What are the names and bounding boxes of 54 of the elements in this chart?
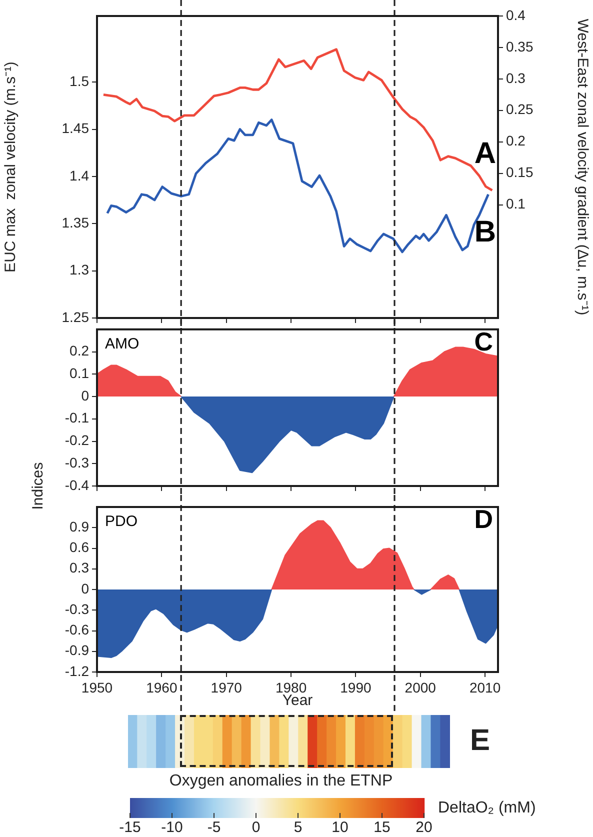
x-tick-label: 2000 xyxy=(404,679,436,696)
text: Oxygen anomalies in the ETNP xyxy=(169,772,393,790)
y2-axis-title: West-East zonal velocity gradient (Δu, m.s⁻¹) xyxy=(574,18,591,316)
y-tick-label: 0.3 xyxy=(70,560,90,576)
annotation: B xyxy=(474,216,496,249)
y2-tick-label: 0.3 xyxy=(506,70,526,86)
annotation: AMO xyxy=(105,336,140,353)
x-tick-label: 1990 xyxy=(340,679,372,696)
y-tick-label: 1.4 xyxy=(70,167,90,184)
y-tick-label: -0.4 xyxy=(64,476,90,493)
y-tick-label: -1.2 xyxy=(64,662,90,679)
color-bar-label: 0 xyxy=(252,819,260,836)
y-axis-title: Indices xyxy=(30,462,46,510)
y-tick-label: 0.2 xyxy=(70,342,90,359)
y-tick-label: 1.5 xyxy=(70,72,90,89)
y2-tick-label: 0.1 xyxy=(506,196,526,212)
x-tick-label: 2010 xyxy=(469,679,501,696)
y-axis-title: EUC max zonal velocity (m.s⁻¹) xyxy=(2,62,20,272)
color-bar-label: -15 xyxy=(119,819,141,836)
y-tick-label: -0.1 xyxy=(64,410,90,426)
y-tick-label: 1.35 xyxy=(62,214,90,230)
y-tick-label: 0 xyxy=(81,580,90,596)
y2-tick-label: 0.2 xyxy=(506,132,526,149)
annotation: C xyxy=(474,326,494,357)
y-tick-label: 0.1 xyxy=(70,365,90,381)
y-tick-label: 1.25 xyxy=(62,308,90,325)
color-bar-label: 5 xyxy=(294,819,302,836)
annotation: PDO xyxy=(105,513,138,530)
color-bar-label: 15 xyxy=(374,819,390,836)
annotation: D xyxy=(474,504,493,534)
y-tick-label: -0.3 xyxy=(64,600,90,617)
x-tick-label: 1950 xyxy=(81,679,113,696)
y-tick-label: -0.3 xyxy=(64,454,90,470)
color-bar-label: 10 xyxy=(332,819,348,836)
color-bar-label: -5 xyxy=(207,819,221,836)
color-bar-label: -10 xyxy=(161,819,183,836)
y2-tick-label: 0.4 xyxy=(506,6,526,23)
annotation: A xyxy=(474,137,496,170)
y2-tick-label: 0.25 xyxy=(506,101,534,118)
x-tick-label: 1970 xyxy=(210,679,242,696)
y-tick-label: 0 xyxy=(81,387,90,404)
text: E xyxy=(470,724,490,757)
y2-tick-label: 0.35 xyxy=(506,38,534,54)
y-tick-label: 0.6 xyxy=(70,539,90,556)
color-bar-label: 20 xyxy=(416,819,432,836)
y-tick-label: 0.9 xyxy=(70,518,90,534)
y-tick-label: 1.45 xyxy=(62,120,90,136)
y2-tick-label: 0.15 xyxy=(506,164,534,180)
x-tick-label: 1960 xyxy=(146,679,178,696)
y-tick-label: -0.9 xyxy=(64,642,90,658)
y-tick-label: -0.6 xyxy=(64,622,90,638)
y-tick-label: -0.2 xyxy=(64,432,90,448)
y-tick-label: 1.3 xyxy=(70,262,90,278)
color-bar-title: DeltaO₂ (mM) xyxy=(438,799,536,816)
